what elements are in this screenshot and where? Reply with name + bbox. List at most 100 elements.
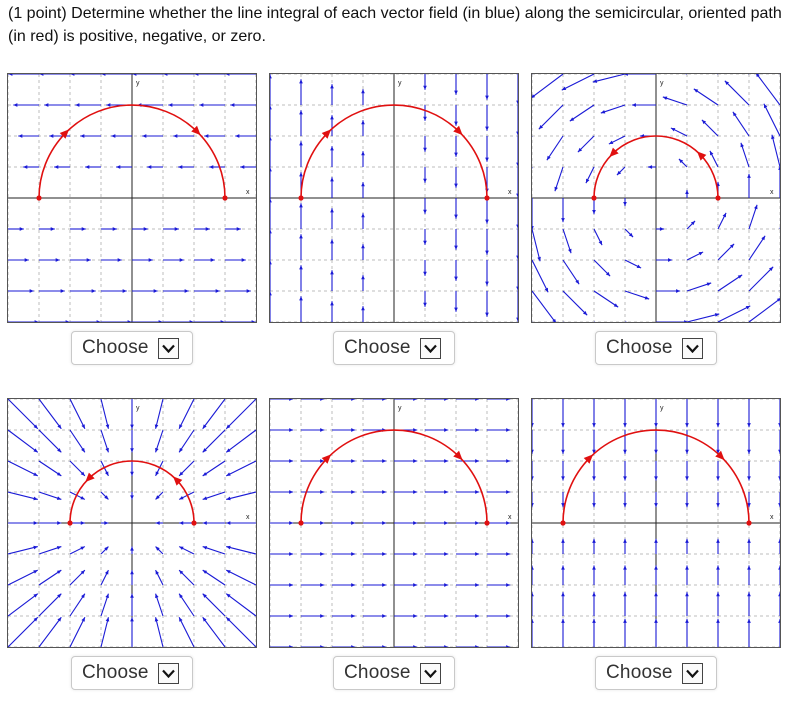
answer-select-6[interactable]: Choose <box>595 656 717 690</box>
answer-select-4[interactable]: Choose <box>71 656 193 690</box>
chevron-down-icon[interactable] <box>157 337 179 359</box>
field-arrowhead <box>226 496 231 501</box>
x-axis-label: x <box>246 514 250 521</box>
field-arrowhead <box>205 227 210 231</box>
plot-svg-5: xy <box>270 399 518 647</box>
field-arrowhead <box>112 227 117 231</box>
path-direction-arrow <box>609 147 619 157</box>
path-endpoint <box>560 520 566 526</box>
field-arrowhead <box>778 592 780 597</box>
field-arrowhead <box>778 423 780 428</box>
path-direction-arrow <box>321 129 332 139</box>
chevron-down-icon[interactable] <box>681 337 703 359</box>
field-arrowhead <box>173 134 178 138</box>
field-arrowhead <box>320 583 325 587</box>
chevron-down-icon[interactable] <box>681 662 703 684</box>
field-arrow <box>38 429 62 453</box>
field-arrowhead <box>747 449 751 454</box>
field-arrowhead <box>685 449 689 454</box>
field-arrowhead <box>154 424 159 429</box>
field-arrowhead <box>209 165 214 169</box>
field-arrowhead <box>724 80 730 86</box>
chevron-down-icon[interactable] <box>157 662 179 684</box>
field-arrowhead <box>320 459 325 463</box>
field-arrowhead <box>179 258 184 262</box>
field-arrowhead <box>771 134 775 140</box>
field-arrowhead <box>654 449 658 454</box>
field-arrowhead <box>732 111 737 117</box>
field-arrowhead <box>537 256 541 262</box>
field-arrowhead <box>130 424 134 429</box>
field-arrowhead <box>506 614 511 618</box>
field-arrowhead <box>654 618 658 623</box>
field-arrow <box>532 74 564 98</box>
field-arrowhead <box>101 74 106 76</box>
chevron-down-icon[interactable] <box>419 337 441 359</box>
field-arrowhead <box>659 227 665 231</box>
field-arrowhead <box>475 552 480 556</box>
field-arrowhead <box>142 134 147 138</box>
field-arrow <box>202 569 226 586</box>
field-arrowhead <box>747 476 751 481</box>
field-arrowhead <box>57 424 62 429</box>
field-arrowhead <box>561 592 565 597</box>
field-arrowhead <box>194 74 199 76</box>
field-arrowhead <box>226 472 231 476</box>
answer-select-label: Choose <box>344 662 411 683</box>
field-arrowhead <box>202 570 208 574</box>
field-arrowhead <box>444 614 449 618</box>
field-arrowhead <box>80 546 85 551</box>
field-arrowhead <box>235 134 240 138</box>
field-arrowhead <box>546 155 551 161</box>
field-arrowhead <box>361 306 365 311</box>
field-arrowhead <box>202 472 208 476</box>
field-arrowhead <box>623 74 628 76</box>
answer-select-1[interactable]: Choose <box>71 331 193 365</box>
field-arrowhead <box>105 617 110 622</box>
field-arrowhead <box>320 645 325 647</box>
field-arrowhead <box>454 214 458 219</box>
answer-select-3[interactable]: Choose <box>595 331 717 365</box>
field-arrow <box>624 290 650 300</box>
field-arrowhead <box>454 245 458 250</box>
field-arrowhead <box>776 298 780 302</box>
field-arrowhead <box>516 286 518 291</box>
field-arrowhead <box>163 74 168 76</box>
vector-field <box>532 399 780 647</box>
field-arrowhead <box>104 546 109 551</box>
field-arrowhead <box>413 614 418 618</box>
field-arrow <box>226 491 256 500</box>
field-arrowhead <box>80 570 85 575</box>
field-arrowhead <box>592 592 596 597</box>
field-arrowhead <box>668 258 673 262</box>
field-arrowhead <box>678 158 684 164</box>
field-arrowhead <box>179 471 184 476</box>
field-arrowhead <box>423 240 427 245</box>
x-axis-label: x <box>770 514 774 521</box>
field-arrowhead <box>685 189 689 195</box>
answer-select-5[interactable]: Choose <box>333 656 455 690</box>
field-arrowhead <box>351 645 356 647</box>
field-arrowhead <box>351 552 356 556</box>
field-arrow <box>202 429 226 453</box>
field-arrowhead <box>81 593 85 599</box>
field-arrowhead <box>475 521 480 525</box>
field-arrowhead <box>179 447 183 453</box>
field-arrowhead <box>575 279 580 285</box>
y-axis-label: y <box>660 80 664 87</box>
field-arrowhead <box>423 147 427 152</box>
field-arrowhead <box>716 538 720 543</box>
field-arrowhead <box>299 172 303 177</box>
field-arrowhead <box>168 103 173 107</box>
field-arrowhead <box>756 74 760 78</box>
field-arrowhead <box>330 270 334 275</box>
path-direction-arrow <box>453 125 463 136</box>
field-arrow <box>748 204 758 230</box>
chevron-down-icon[interactable] <box>419 662 441 684</box>
field-arrowhead <box>225 74 230 76</box>
field-arrow <box>202 399 226 430</box>
field-arrow <box>756 74 780 106</box>
answer-select-2[interactable]: Choose <box>333 331 455 365</box>
field-arrowhead <box>747 423 751 428</box>
